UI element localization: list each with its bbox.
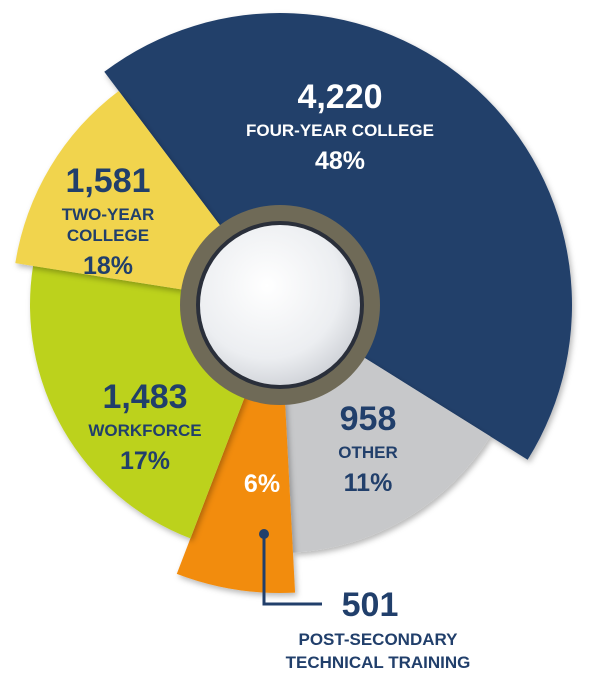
slice-value-label: 1,483 [102,378,187,416]
center-disc [200,225,360,385]
slice-category-label: OTHER [338,443,398,462]
slice-percent-label: 17% [120,447,170,475]
slice-value-label: 1,581 [65,162,150,200]
pie-slice [176,381,296,593]
slice-category-label: FOUR-YEAR COLLEGE [246,121,434,140]
center-hub [180,205,380,405]
callout-line [262,534,322,606]
slice-value-label: 4,220 [297,78,382,116]
callout-category-label: POST-SECONDARY [298,630,458,649]
slice-value-label: 958 [340,400,397,438]
slice-percent-label: 18% [83,252,133,280]
pie-slice [284,348,491,553]
slice-percent-label: 11% [344,469,393,497]
callout-category-label: TECHNICAL TRAINING [286,653,471,672]
slice-category-label: WORKFORCE [88,421,201,440]
callout-value-label: 501 [342,586,399,624]
pie-slice [15,90,231,293]
slice-percent-label: 48% [315,147,365,175]
slice-category-label: TWO-YEAR [62,205,155,224]
slice-percent-label: 6% [244,470,280,498]
slice-category-label: COLLEGE [67,226,149,245]
